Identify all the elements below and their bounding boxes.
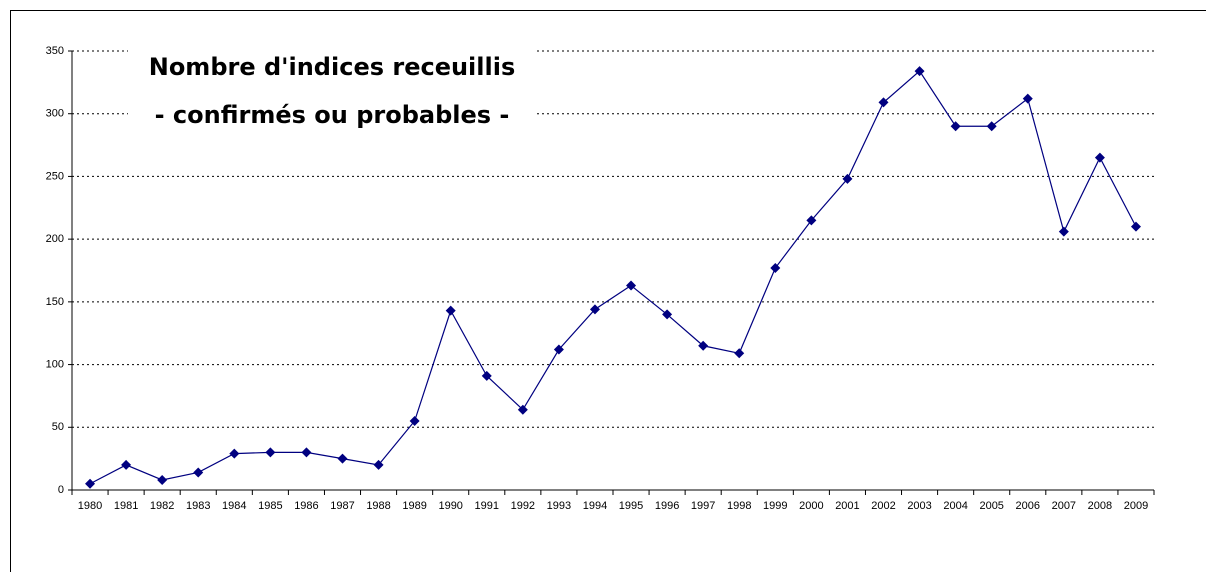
x-tick-label: 1993 bbox=[547, 500, 571, 512]
data-point bbox=[229, 449, 239, 459]
x-tick-label: 1992 bbox=[511, 500, 535, 512]
x-tick-label: 2001 bbox=[835, 500, 859, 512]
data-point bbox=[301, 447, 311, 457]
data-point bbox=[1131, 222, 1141, 232]
y-tick-label: 300 bbox=[46, 108, 64, 120]
data-point bbox=[1059, 227, 1069, 237]
data-point bbox=[121, 460, 131, 470]
y-tick-label: 350 bbox=[46, 45, 64, 57]
y-tick-label: 250 bbox=[46, 170, 64, 182]
x-tick-label: 2008 bbox=[1088, 500, 1112, 512]
data-point bbox=[338, 454, 348, 464]
x-tick-label: 1995 bbox=[619, 500, 643, 512]
data-point bbox=[770, 263, 780, 273]
chart-title: Nombre d'indices receuillis bbox=[149, 53, 516, 81]
data-point bbox=[1095, 153, 1105, 163]
x-tick-label: 1983 bbox=[186, 500, 210, 512]
x-tick-label: 1982 bbox=[150, 500, 174, 512]
x-tick-label: 1999 bbox=[763, 500, 787, 512]
x-tick-label: 2009 bbox=[1124, 500, 1148, 512]
y-tick-label: 150 bbox=[46, 296, 64, 308]
x-tick-label: 2003 bbox=[907, 500, 931, 512]
x-tick-label: 2004 bbox=[943, 500, 967, 512]
data-point bbox=[951, 121, 961, 131]
x-tick-label: 1987 bbox=[330, 500, 354, 512]
x-tick-label: 1984 bbox=[222, 500, 246, 512]
x-tick-label: 1994 bbox=[583, 500, 607, 512]
x-tick-label: 1981 bbox=[114, 500, 138, 512]
y-tick-label: 0 bbox=[58, 484, 64, 496]
data-point bbox=[157, 475, 167, 485]
x-tick-label: 2000 bbox=[799, 500, 823, 512]
x-tick-label: 2007 bbox=[1052, 500, 1076, 512]
x-tick-label: 1996 bbox=[655, 500, 679, 512]
y-tick-label: 200 bbox=[46, 233, 64, 245]
x-tick-label: 1998 bbox=[727, 500, 751, 512]
x-tick-label: 1986 bbox=[294, 500, 318, 512]
x-tick-label: 1991 bbox=[475, 500, 499, 512]
data-point bbox=[446, 306, 456, 316]
x-tick-label: 1997 bbox=[691, 500, 715, 512]
y-tick-label: 100 bbox=[46, 358, 64, 370]
x-tick-label: 2005 bbox=[979, 500, 1003, 512]
x-tick-label: 2002 bbox=[871, 500, 895, 512]
x-tick-label: 1989 bbox=[402, 500, 426, 512]
y-tick-label: 50 bbox=[52, 421, 64, 433]
chart-subtitle: - confirmés ou probables - bbox=[155, 101, 510, 129]
x-tick-label: 1980 bbox=[78, 500, 102, 512]
data-point bbox=[734, 348, 744, 358]
data-point bbox=[1023, 94, 1033, 104]
x-tick-label: 2006 bbox=[1016, 500, 1040, 512]
x-tick-label: 1990 bbox=[438, 500, 462, 512]
x-tick-label: 1988 bbox=[366, 500, 390, 512]
data-point bbox=[987, 121, 997, 131]
x-tick-label: 1985 bbox=[258, 500, 282, 512]
data-point bbox=[85, 479, 95, 489]
data-point bbox=[265, 447, 275, 457]
data-point bbox=[193, 467, 203, 477]
